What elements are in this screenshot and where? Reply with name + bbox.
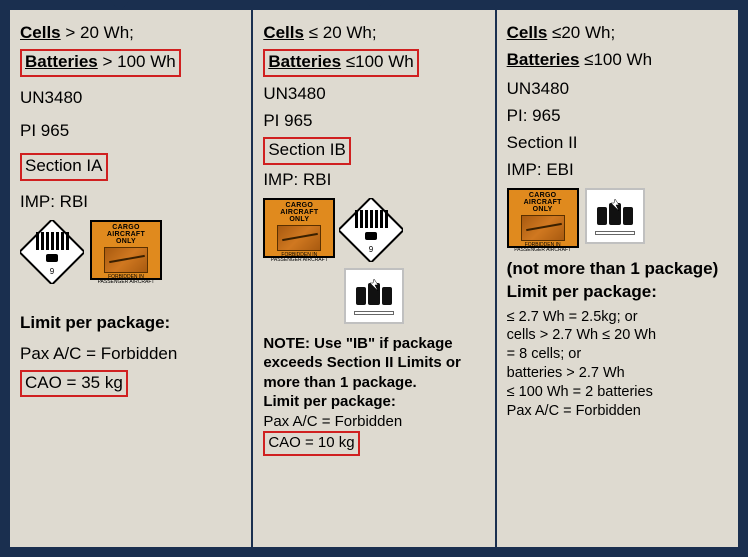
un-number: UN3480 [507, 78, 728, 101]
cells-spec: Cells ≤ 20 Wh; [263, 22, 484, 45]
packing-instruction: PI 965 [263, 110, 484, 133]
cargo-aircraft-only-icon: CARGO AIRCRAFT ONLY FORBIDDEN IN PASSENG… [90, 220, 162, 280]
label-icons-row2 [263, 268, 484, 324]
limit-details: ≤ 2.7 Wh = 2.5kg; or cells > 2.7 Wh ≤ 20… [507, 308, 728, 402]
label-icons: 9 CARGO AIRCRAFT ONLY FORBIDDEN IN PASSE… [20, 220, 241, 284]
section: Section IA [20, 153, 241, 181]
label-icons: CARGO AIRCRAFT ONLY FORBIDDEN IN PASSENG… [263, 198, 484, 262]
limit-header: Limit per package: [263, 392, 484, 412]
un-number: UN3480 [263, 83, 484, 106]
un-number: UN3480 [20, 87, 241, 110]
limit-header: (not more than 1 package) Limit per pack… [507, 258, 728, 304]
lithium-battery-mark-icon [585, 188, 645, 244]
cao-label-top: CARGO AIRCRAFT ONLY [94, 224, 158, 245]
column-section-ib: Cells ≤ 20 Wh; Batteries ≤100 Wh UN3480 … [253, 10, 496, 547]
hazard-class-9-icon: 9 [20, 220, 84, 284]
imp-code: IMP: EBI [507, 159, 728, 182]
pax-limit: Pax A/C = Forbidden [507, 402, 728, 421]
batteries-spec: Batteries ≤100 Wh [263, 49, 484, 77]
cao-limit: CAO = 10 kg [263, 431, 484, 456]
cargo-aircraft-only-icon: CARGO AIRCRAFT ONLY FORBIDDEN IN PASSENG… [263, 198, 335, 258]
cao-label-bottom: FORBIDDEN IN PASSENGER AIRCRAFT [94, 275, 158, 285]
imp-code: IMP: RBI [20, 191, 241, 214]
section: Section II [507, 132, 728, 155]
packing-instruction: PI: 965 [507, 105, 728, 128]
label-icons: CARGO AIRCRAFT ONLY FORBIDDEN IN PASSENG… [507, 188, 728, 248]
section: Section IB [263, 137, 484, 165]
limit-header: Limit per package: [20, 312, 241, 335]
svg-text:9: 9 [369, 245, 374, 254]
cargo-aircraft-only-icon: CARGO AIRCRAFT ONLY FORBIDDEN IN PASSENG… [507, 188, 579, 248]
note-text: NOTE: Use "IB" if package exceeds Sectio… [263, 334, 484, 393]
pax-limit: Pax A/C = Forbidden [20, 343, 241, 366]
column-section-ia: Cells > 20 Wh; Batteries > 100 Wh UN3480… [10, 10, 253, 547]
imp-code: IMP: RBI [263, 169, 484, 192]
cells-spec: Cells ≤20 Wh; [507, 22, 728, 45]
packing-instruction: PI 965 [20, 120, 241, 143]
cells-spec: Cells > 20 Wh; [20, 22, 241, 45]
svg-text:9: 9 [50, 267, 55, 276]
lithium-battery-mark-icon [344, 268, 404, 324]
cao-limit: CAO = 35 kg [20, 370, 241, 398]
regulation-table: Cells > 20 Wh; Batteries > 100 Wh UN3480… [0, 0, 748, 557]
column-section-ii: Cells ≤20 Wh; Batteries ≤100 Wh UN3480 P… [497, 10, 738, 547]
batteries-spec: Batteries ≤100 Wh [507, 49, 728, 72]
batteries-spec: Batteries > 100 Wh [20, 49, 241, 77]
pax-limit: Pax A/C = Forbidden [263, 412, 484, 432]
hazard-class-9-icon: 9 [339, 198, 403, 262]
